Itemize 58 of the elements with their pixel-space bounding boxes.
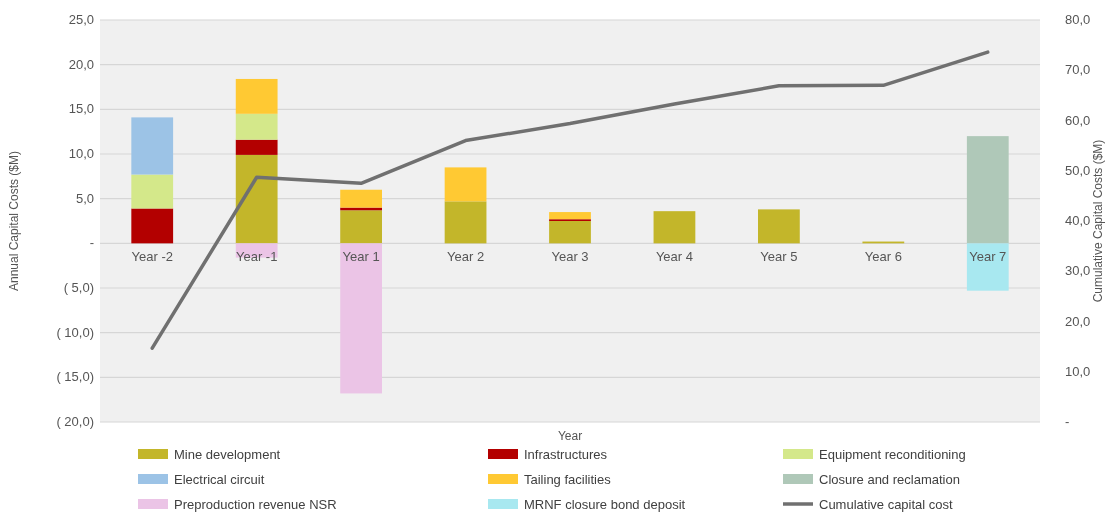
bar <box>340 189 382 208</box>
y2-tick-label: 70,0 <box>1065 62 1091 78</box>
y-tick-label: ( 15,0) <box>56 369 94 385</box>
bar <box>340 210 382 244</box>
bar <box>131 174 174 209</box>
y2-tick-label: 50,0 <box>1065 162 1091 178</box>
y2-tick-label: 10,0 <box>1065 363 1091 379</box>
x-tick-label: Year 3 <box>551 249 589 265</box>
y-tick-label: ( 10,0) <box>56 324 94 340</box>
legend-label: Cumulative capital cost <box>819 496 954 512</box>
y-tick-label: ( 5,0) <box>63 280 94 295</box>
x-tick-label: Year 1 <box>342 249 380 265</box>
y2-tick-label: 40,0 <box>1065 213 1091 228</box>
y2-tick-label: - <box>1065 414 1070 429</box>
bar <box>758 209 800 244</box>
bar <box>966 243 1009 291</box>
y-tick-label: 10,0 <box>68 146 94 161</box>
bar <box>549 221 591 244</box>
y2-tick-label: 30,0 <box>1065 263 1091 279</box>
bar <box>444 201 487 244</box>
legend-label: Equipment reconditioning <box>819 446 966 462</box>
bar <box>235 113 278 140</box>
y-tick-label: 15,0 <box>68 101 94 117</box>
x-tick-label: Year 6 <box>864 249 902 265</box>
bar <box>131 208 174 244</box>
legend-label: Preproduction revenue NSR <box>174 496 337 512</box>
legend-label: MRNF closure bond deposit <box>524 496 686 512</box>
x-tick-label: Year 7 <box>969 249 1007 265</box>
x-tick-label: Year 5 <box>760 249 798 265</box>
y-tick-label: - <box>89 235 94 251</box>
x-tick-label: Year -2 <box>131 249 173 265</box>
bar <box>235 154 278 244</box>
x-axis-title: Year <box>557 429 583 443</box>
legend-label: Infrastructures <box>524 446 608 462</box>
legend-label: Mine development <box>174 446 281 462</box>
x-tick-label: Year -1 <box>235 249 278 265</box>
legend-label: Electrical circuit <box>174 471 265 487</box>
y-tick-label: 5,0 <box>75 190 94 206</box>
bar <box>340 243 382 394</box>
bar <box>966 136 1009 244</box>
y-tick-label: 25,0 <box>68 12 94 27</box>
bar <box>444 167 487 202</box>
y2-tick-label: 80,0 <box>1065 12 1091 27</box>
y2-axis-title: Cumulative Capital Costs ($M) <box>1091 139 1105 303</box>
y2-tick-label: 20,0 <box>1065 313 1091 329</box>
legend-label: Tailing facilities <box>524 471 612 487</box>
legend-label: Closure and reclamation <box>819 471 960 487</box>
bar <box>549 212 591 220</box>
y-tick-label: 20,0 <box>68 56 94 72</box>
bar <box>235 78 278 114</box>
bar <box>131 117 174 175</box>
y-tick-label: ( 20,0) <box>56 414 94 429</box>
y2-tick-label: 60,0 <box>1065 112 1091 128</box>
x-tick-label: Year 2 <box>447 249 485 265</box>
x-tick-label: Year 4 <box>655 249 693 265</box>
y-axis-title: Annual Capital Costs ($M) <box>7 150 21 292</box>
bar <box>235 139 278 155</box>
bar <box>653 211 696 244</box>
